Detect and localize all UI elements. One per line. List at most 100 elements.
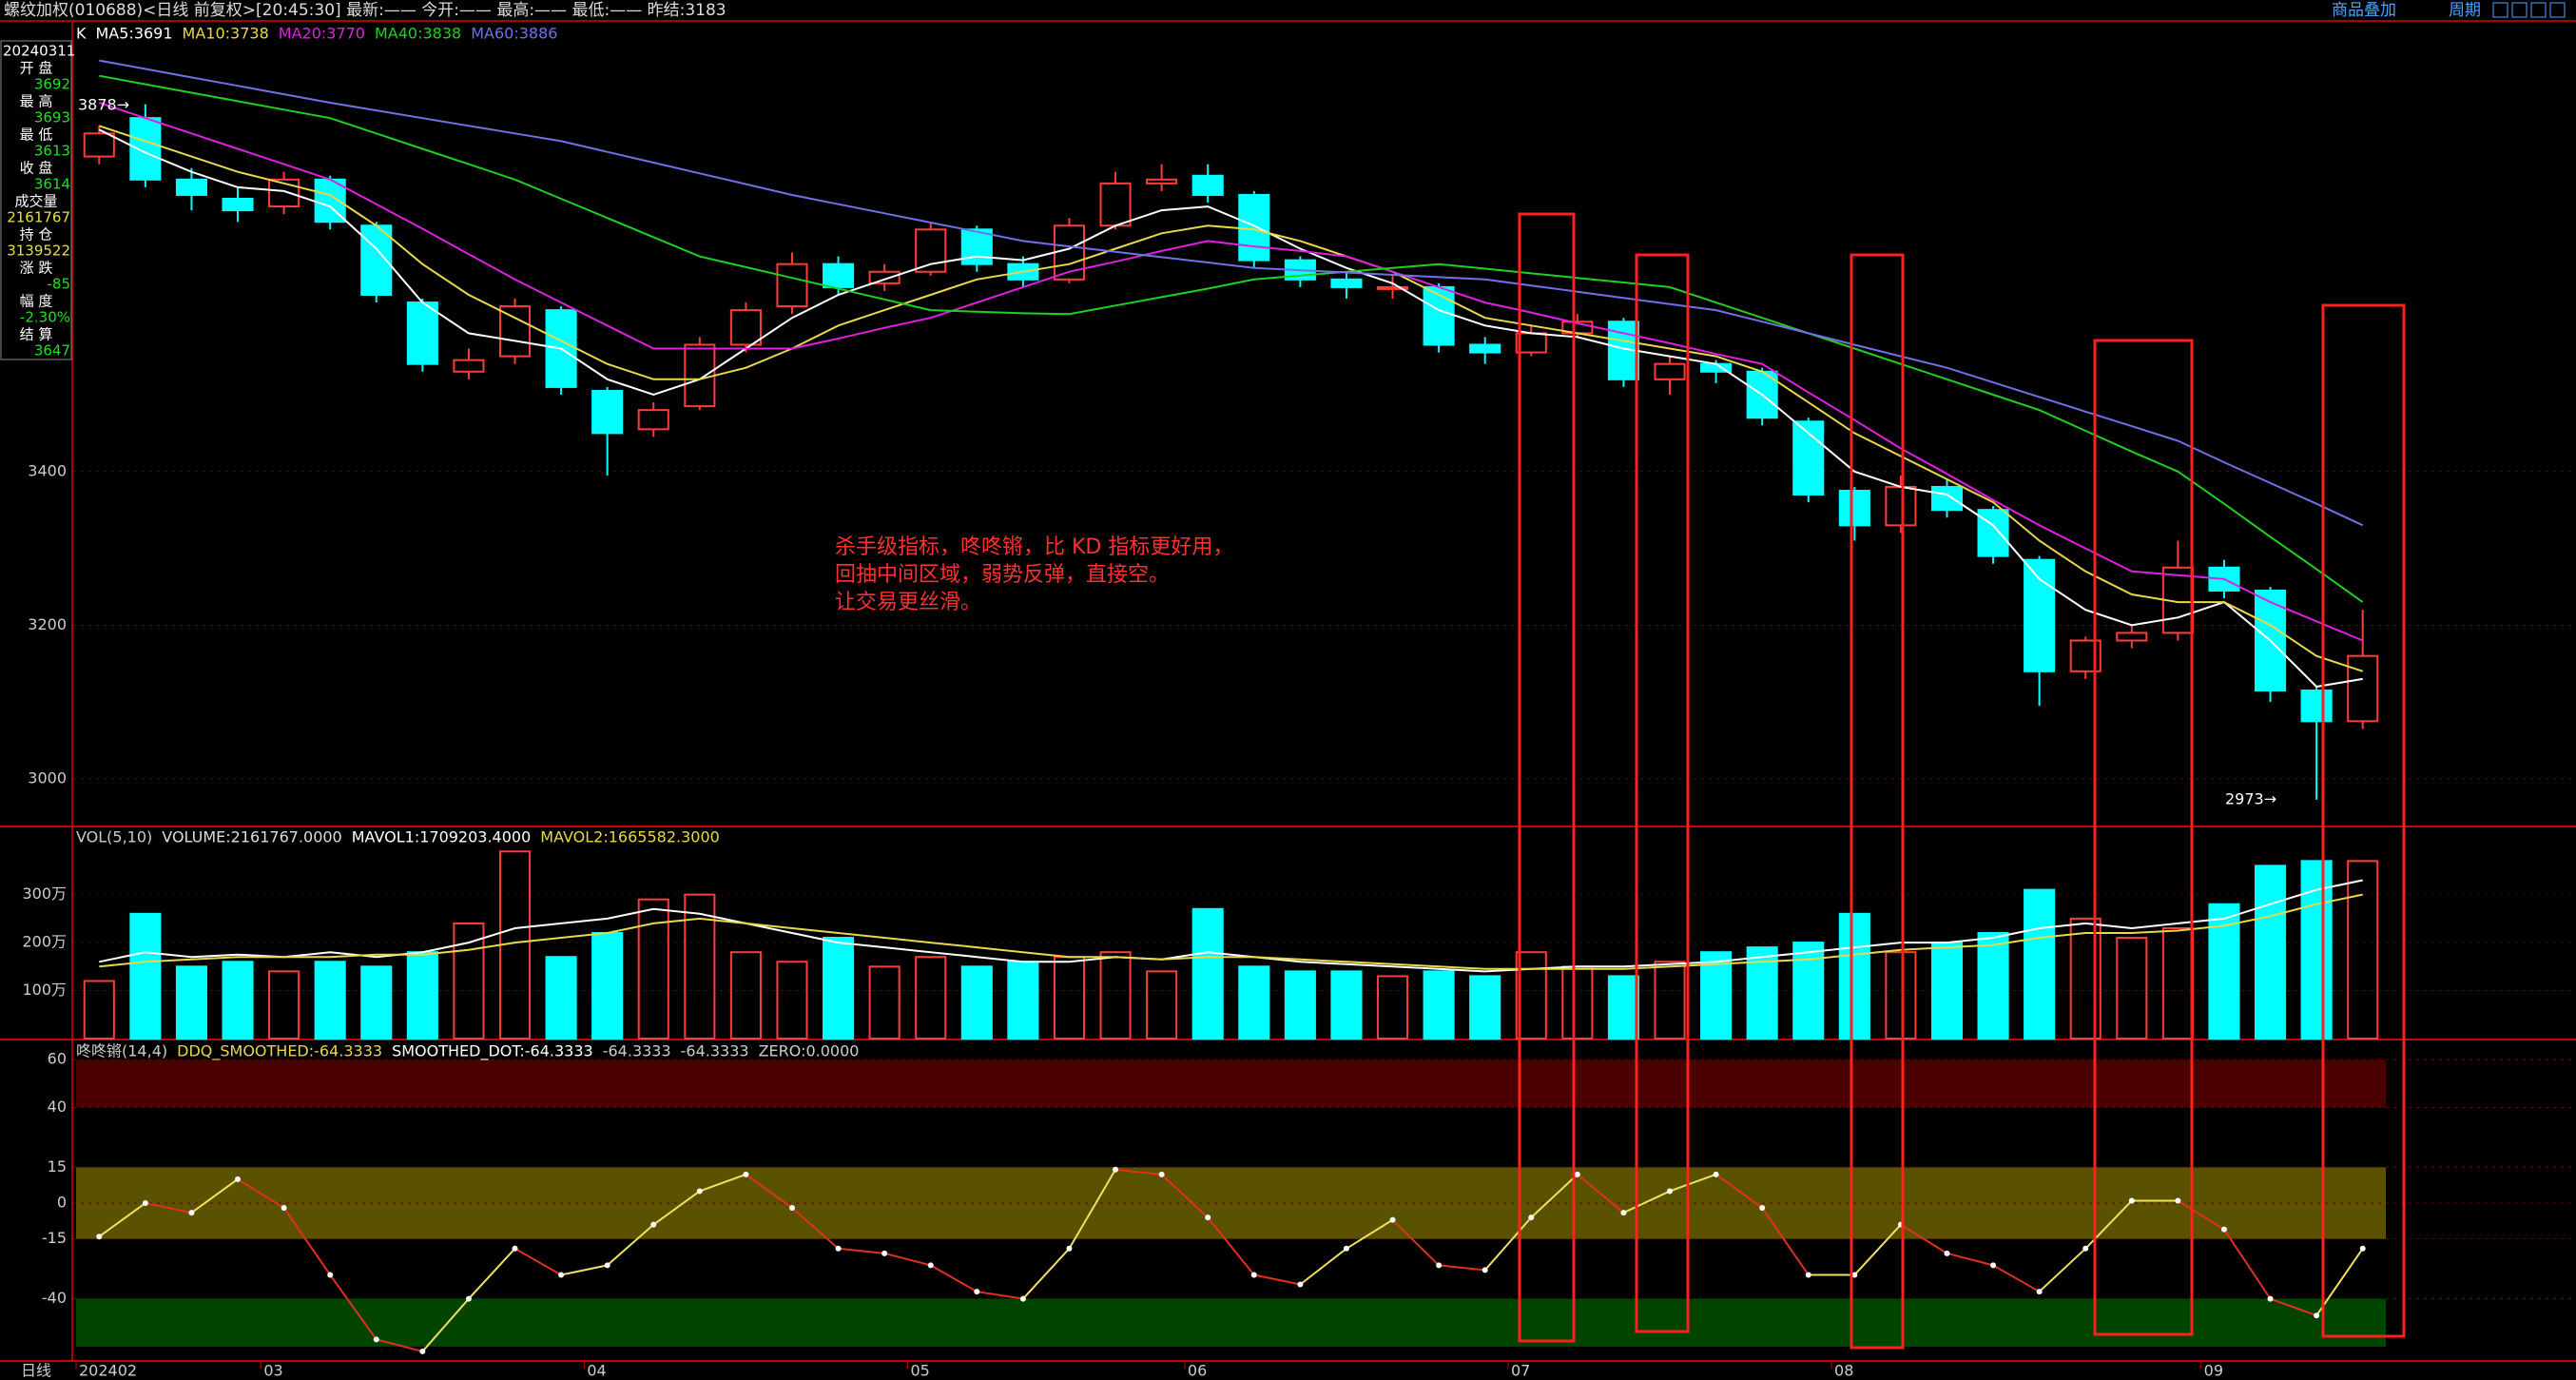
y-tick-label: -15	[42, 1229, 67, 1247]
legend-entry: K	[76, 25, 87, 43]
candle-body	[776, 262, 808, 308]
volume-bar	[1607, 975, 1639, 1040]
y-tick-label: 40	[48, 1098, 67, 1116]
oscillator-dot	[1805, 1272, 1811, 1278]
info-label: 成交量	[14, 193, 57, 210]
window-button[interactable]	[2530, 2, 2547, 18]
oscillator-segment	[1253, 1273, 1301, 1286]
legend-entry: MA60:3886	[471, 25, 557, 43]
y-tick-label: 15	[48, 1157, 67, 1176]
oscillator-segment	[745, 1174, 793, 1209]
oscillator-dot	[1667, 1188, 1674, 1195]
oscillator-dot	[373, 1336, 379, 1343]
candle-body	[868, 270, 901, 284]
overlay-link[interactable]: 商品叠加	[2332, 1, 2396, 20]
volume-bar	[360, 965, 393, 1040]
candle-body	[545, 309, 577, 388]
volume-bar	[406, 951, 438, 1040]
volume-bar	[83, 980, 115, 1040]
period-link[interactable]: 周期	[2449, 1, 2481, 20]
window-button[interactable]	[2549, 2, 2566, 18]
y-tick-label: 3400	[28, 461, 67, 479]
line	[99, 879, 2363, 973]
candle-body	[1838, 489, 1870, 527]
line	[98, 128, 2363, 689]
volume-bar	[1654, 961, 1686, 1040]
info-label: 涨 跌	[20, 260, 53, 277]
candle-body	[2024, 558, 2056, 672]
volume-bar	[1838, 912, 1870, 1040]
volume-bar	[1376, 975, 1409, 1040]
volume-bar	[868, 965, 901, 1040]
oscillator-dot	[835, 1245, 842, 1252]
line	[98, 102, 2364, 642]
candle-body	[453, 359, 485, 373]
volume-bar	[823, 937, 855, 1040]
oscillator-dot	[2082, 1245, 2089, 1252]
info-value: -2.30%	[20, 309, 70, 326]
info-label: 结 算	[20, 326, 53, 343]
legend-entry: VOLUME:2161767.0000	[162, 828, 341, 846]
oscillator-segment	[1669, 1173, 1716, 1193]
oscillator-dot	[1620, 1210, 1627, 1216]
zone-band	[76, 1059, 2386, 1108]
note-text: 回抽中间区域，弱势反弹，直接空。	[835, 563, 1170, 587]
oscillator-segment	[329, 1273, 378, 1340]
highlight-box	[2093, 339, 2194, 1336]
volume-bar	[2069, 917, 2101, 1040]
candle-body	[637, 409, 669, 431]
oscillator-segment	[1761, 1207, 1810, 1276]
oscillator-segment	[1992, 1264, 2041, 1293]
highlight-box	[2321, 303, 2406, 1338]
candle-body	[1930, 485, 1964, 512]
window-button[interactable]	[2492, 2, 2508, 18]
oscillator-segment	[468, 1248, 516, 1300]
volume-bar	[1191, 907, 1224, 1040]
header-title: 螺纹加权(010688)<日线 前复权>[20:45:30] 最新:—— 今开:…	[4, 1, 726, 20]
y-tick-label: 0	[57, 1194, 67, 1212]
oscillator-segment	[1947, 1252, 1994, 1267]
volume-bar	[1792, 942, 1825, 1040]
candle-body	[1376, 285, 1409, 290]
oscillator-segment	[2270, 1297, 2317, 1317]
legend-entry: MA5:3691	[96, 25, 173, 43]
candle-body	[823, 262, 855, 288]
x-tick-label: 07	[1511, 1362, 1530, 1380]
oscillator-segment	[514, 1247, 562, 1276]
oscillator-segment	[838, 1247, 885, 1254]
candle-body	[1977, 509, 2009, 557]
oscillator-dot	[2359, 1245, 2366, 1252]
oscillator-segment	[2084, 1199, 2133, 1250]
volume-bar	[1885, 951, 1917, 1040]
candle-body	[1654, 362, 1686, 380]
oscillator-dot	[1713, 1171, 1719, 1177]
volume-bar	[453, 922, 485, 1040]
oscillator-segment	[376, 1338, 423, 1352]
volume-bar	[1238, 965, 1270, 1040]
note-text: 杀手级指标，咚咚锵，比 KD 指标更好用，	[835, 535, 1233, 559]
oscillator-dot	[1250, 1272, 1257, 1278]
x-tick-label: 08	[1834, 1362, 1853, 1380]
info-panel	[0, 40, 72, 360]
oscillator-dot	[696, 1188, 703, 1195]
oscillator-segment	[1483, 1216, 1533, 1272]
candle-body	[729, 309, 762, 346]
oscillator-segment	[930, 1264, 978, 1293]
candle-body	[1099, 182, 1132, 227]
high-label: 3878→	[78, 96, 129, 114]
legend-entry: MA10:3738	[183, 25, 269, 43]
y-tick-label: 200万	[22, 933, 67, 951]
candle-body	[406, 301, 438, 365]
oscillator-dot	[2267, 1295, 2274, 1302]
info-label: 最 低	[20, 126, 53, 144]
oscillator-dot	[2314, 1312, 2320, 1319]
oscillator-segment	[237, 1178, 285, 1209]
volume-bar	[960, 965, 993, 1040]
info-value: 3139522	[7, 243, 70, 260]
info-label: 幅 度	[20, 293, 53, 310]
info-label: 持 仓	[20, 226, 53, 243]
line	[98, 125, 2364, 672]
window-button[interactable]	[2511, 2, 2528, 18]
candle-body	[591, 389, 624, 435]
oscillator-dot	[1990, 1262, 1997, 1269]
